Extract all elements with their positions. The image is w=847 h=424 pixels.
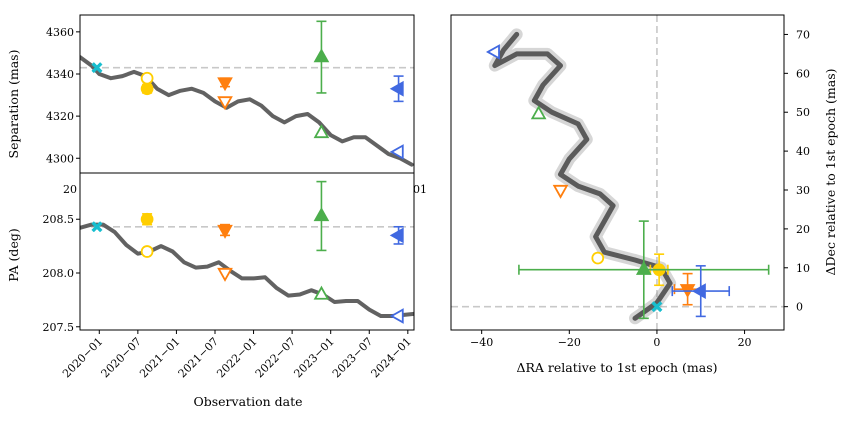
model-track [80, 222, 414, 318]
epoch-4-data-point [313, 207, 330, 222]
epoch-4-data-point [635, 260, 652, 275]
y-tick-label: 4340 [46, 68, 74, 81]
y-tick-label: 10 [796, 262, 810, 275]
x-tick-label: 2021−07 [176, 335, 221, 380]
y-tick-label: 0 [796, 301, 803, 314]
y-tick-label: 40 [796, 145, 810, 158]
model-track [80, 55, 414, 167]
y-tick-label: 20 [796, 223, 810, 236]
plot-area [451, 15, 784, 330]
epoch-3-model-point [217, 267, 233, 282]
x-tick-label: 2022−07 [253, 335, 298, 380]
x-tick-label: 2022−01 [214, 335, 259, 380]
plot-frame [79, 172, 415, 331]
overlap-tick-label: 01 [413, 183, 427, 196]
delta-dec-axis-label: ΔDec relative to 1st epoch (mas) [823, 68, 838, 275]
y-tick-label: 60 [796, 67, 810, 80]
model-track [492, 31, 673, 321]
y-tick-label: 70 [796, 28, 810, 41]
pa-axis-label-text: PA (deg) [6, 228, 21, 281]
plot-area [80, 180, 414, 324]
separation-panel: 4300 4320 4340 4360 20 01 [46, 14, 427, 196]
x-tick-label: 2023−07 [330, 335, 375, 380]
y-tick-label: 4360 [46, 26, 74, 39]
y-tick-label: 208.0 [43, 267, 75, 280]
epoch-3-model-point [552, 184, 569, 199]
epoch-5-model-point [485, 44, 500, 60]
y-tick-label: 208.5 [43, 213, 75, 226]
epoch-2-data-point [140, 212, 154, 226]
epoch-5-data-point [691, 283, 706, 299]
sky-offset-panel: −40 −20 0 20 0 10 20 30 40 50 60 70 [450, 14, 810, 349]
epoch-1-data-point [651, 301, 663, 313]
epoch-2-data-point [140, 82, 154, 96]
y-tick-label: 50 [796, 106, 810, 119]
epoch-5-data-point [389, 227, 404, 244]
y-tick-label: 207.5 [43, 321, 75, 334]
y-tick-label: 30 [796, 184, 810, 197]
x-tick-label: 2020−07 [99, 335, 144, 380]
epoch-2-model-point [140, 245, 154, 258]
epoch-4-model-point [530, 105, 547, 120]
epoch-1-data-point [91, 221, 103, 233]
x-tick-label: 2024−01 [369, 335, 414, 380]
position-angle-panel: 207.5 208.0 208.5 2020−012020−072021−012021… [43, 172, 415, 380]
x-tick-label: 2021−01 [137, 335, 182, 380]
x-tick-label: −20 [558, 336, 581, 349]
x-tick-label: 2020−01 [60, 335, 105, 380]
epoch-5-data-point [389, 80, 404, 97]
epoch-1-data-point [91, 62, 103, 74]
overlap-tick-label: 20 [63, 183, 77, 196]
x-tick-label: 20 [738, 336, 752, 349]
separation-axis-label: Separation (mas) [6, 50, 21, 159]
epoch-5-model-point [389, 308, 404, 324]
x-tick-label: 0 [653, 336, 660, 349]
delta-ra-axis-label: ΔRA relative to 1st epoch (mas) [516, 360, 717, 375]
epoch-3-data-point [217, 224, 233, 239]
x-tick-label: 2023−01 [291, 335, 336, 380]
y-tick-label: 4300 [46, 152, 74, 165]
epoch-2-model-point [140, 71, 154, 85]
plot-frame [450, 14, 785, 331]
epoch-4-model-point [313, 124, 330, 139]
pa-axis-label: PA (deg) [6, 228, 21, 281]
plot-frame [79, 14, 415, 174]
epoch-3-data-point [217, 77, 233, 92]
x-tick-label: −40 [470, 336, 493, 349]
epoch-4-model-point [313, 285, 330, 300]
observation-date-label: Observation date [194, 394, 303, 409]
plot-area [80, 20, 414, 167]
epoch-3-model-point [217, 96, 233, 111]
epoch-4-data-point [313, 48, 330, 63]
delta-dec-axis-label-text: ΔDec relative to 1st epoch (mas) [823, 68, 838, 275]
y-tick-label: 4320 [46, 110, 74, 123]
epoch-2-model-point [591, 251, 605, 265]
separation-axis-label-text: Separation (mas) [6, 50, 21, 159]
epoch-5-model-point [389, 144, 404, 160]
